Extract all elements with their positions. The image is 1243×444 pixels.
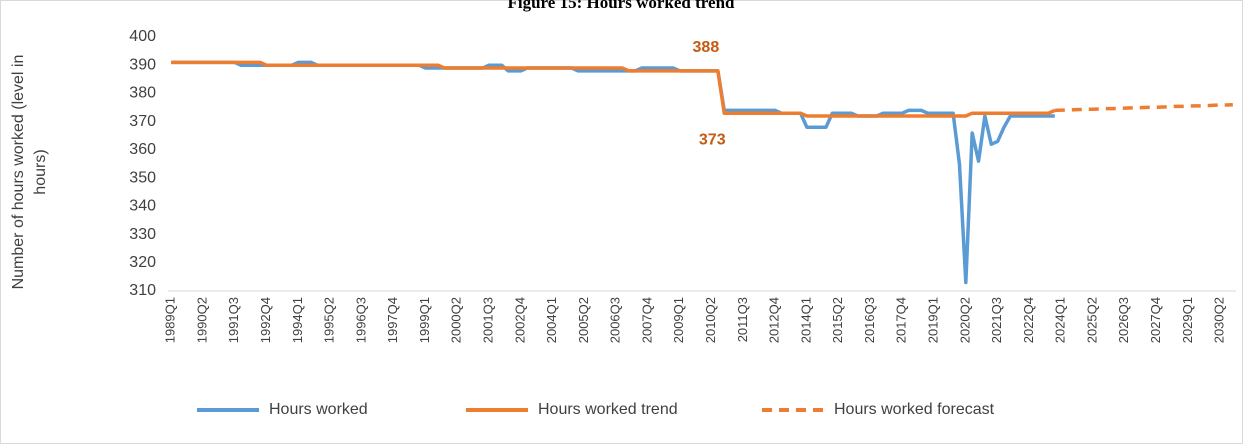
x-tick-label: 2030Q2 — [1212, 297, 1227, 343]
legend-label: Hours worked — [269, 401, 368, 418]
x-tick-label: 2011Q3 — [735, 297, 750, 342]
x-tick-label: 2004Q1 — [544, 297, 559, 343]
x-tick-label: 2017Q4 — [894, 297, 909, 343]
x-tick-label: 2027Q4 — [1148, 297, 1163, 343]
x-tick-label: 1992Q4 — [258, 297, 273, 343]
y-tick-label: 360 — [129, 141, 156, 158]
line-series — [1054, 102, 1233, 113]
y-tick-label: 370 — [129, 113, 156, 130]
y-tick-label: 400 — [129, 28, 156, 45]
y-tick-label: 340 — [129, 198, 156, 215]
x-tick-label: 1997Q4 — [385, 297, 400, 343]
x-tick-label: 1994Q1 — [290, 297, 305, 343]
x-tick-label: 2020Q2 — [957, 297, 972, 343]
x-tick-label: 1989Q1 — [163, 297, 178, 343]
x-tick-label: 2029Q1 — [1180, 297, 1195, 343]
x-tick-label: 1996Q3 — [353, 297, 368, 343]
x-tick-label: 2009Q1 — [671, 297, 686, 343]
data-label: 388 — [693, 39, 720, 56]
x-tick-label: 2021Q3 — [989, 297, 1004, 343]
x-tick-label: 2025Q2 — [1084, 297, 1099, 343]
x-tick-label: 2016Q3 — [862, 297, 877, 343]
x-tick-label: 2005Q2 — [576, 297, 591, 343]
y-tick-label: 330 — [129, 226, 156, 243]
x-tick-label: 1999Q1 — [417, 297, 432, 343]
data-label: 373 — [699, 131, 726, 148]
x-tick-label: 2022Q4 — [1021, 297, 1036, 343]
y-axis-label: Number of hours worked (level in hours) — [10, 54, 49, 290]
x-tick-label: 2000Q2 — [449, 297, 464, 343]
line-series — [171, 60, 1056, 118]
y-tick-label: 310 — [129, 282, 156, 299]
y-tick-label: 320 — [129, 254, 156, 271]
legend-label: Hours worked trend — [538, 401, 678, 418]
x-tick-label: 2026Q3 — [1116, 297, 1131, 343]
x-tick-label: 2014Q1 — [798, 297, 813, 343]
x-tick-label: 2010Q2 — [703, 297, 718, 343]
chart-title: Figure 15: Hours worked trend — [508, 0, 736, 12]
x-tick-label: 2024Q1 — [1053, 297, 1068, 343]
x-tick-label: 2001Q3 — [480, 297, 495, 343]
x-tick-label: 2012Q4 — [767, 297, 782, 343]
x-tick-label: 1991Q3 — [226, 297, 241, 343]
x-tick-label: 2006Q3 — [608, 297, 623, 343]
x-tick-label: 2015Q2 — [830, 297, 845, 343]
y-tick-label: 380 — [129, 85, 156, 102]
legend-label: Hours worked forecast — [834, 401, 995, 418]
x-tick-label: 2019Q1 — [925, 297, 940, 343]
line-series — [171, 60, 1055, 285]
x-tick-label: 1995Q2 — [322, 297, 337, 343]
x-tick-label: 1990Q2 — [194, 297, 209, 343]
y-tick-label: 350 — [129, 169, 156, 186]
y-tick-label: 390 — [129, 56, 156, 73]
x-tick-label: 2002Q4 — [512, 297, 527, 343]
x-tick-label: 2007Q4 — [639, 297, 654, 343]
